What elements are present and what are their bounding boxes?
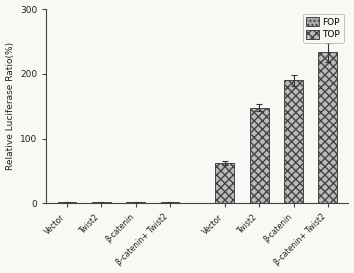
- Legend: FOP, TOP: FOP, TOP: [303, 14, 344, 43]
- Bar: [250, 108, 269, 203]
- Bar: [318, 52, 337, 203]
- Y-axis label: Relative Luciferase Ratio(%): Relative Luciferase Ratio(%): [6, 42, 15, 170]
- Bar: [216, 163, 234, 203]
- Bar: [284, 80, 303, 203]
